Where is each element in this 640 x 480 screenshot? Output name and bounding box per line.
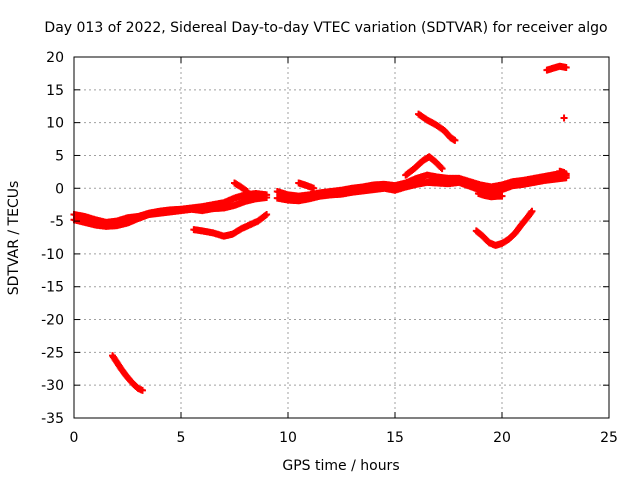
y-tick-label: -20 (41, 313, 64, 329)
series-top-22-23h (543, 62, 570, 74)
series-jump-7h (231, 179, 251, 196)
data-point (437, 163, 445, 171)
data-point (562, 64, 570, 72)
x-tick-label: 5 (177, 430, 186, 446)
series-jump-10.5h (295, 179, 318, 192)
series-dip-19.5h (474, 190, 506, 201)
x-axis-label: GPS time / hours (282, 458, 399, 474)
y-tick-label: 5 (55, 148, 64, 164)
series-tail-23h (556, 167, 570, 180)
series-fall-2-3h (109, 352, 146, 394)
data-point (263, 211, 271, 219)
chart-title: Day 013 of 2022, Sidereal Day-to-day VTE… (44, 20, 607, 36)
x-axis-ticks: 0 5 10 15 20 25 (70, 57, 618, 446)
series-hump-16h (402, 153, 446, 179)
y-tick-label: -30 (41, 378, 64, 394)
y-tick-label: -10 (41, 247, 64, 263)
data-point (562, 172, 570, 180)
y-tick-label: 10 (46, 116, 64, 132)
series-arc-19-21h (472, 207, 536, 249)
series-fall-16-18h (415, 110, 459, 144)
y-tick-label: 0 (55, 181, 64, 197)
series-arc-6-9h (190, 211, 271, 240)
y-tick-label: -25 (41, 345, 64, 361)
series-isolated-23h (560, 114, 568, 122)
data-point (263, 193, 271, 201)
data-point (438, 165, 446, 173)
x-tick-label: 0 (70, 430, 79, 446)
data-point (138, 386, 146, 394)
series-main-track-a (70, 190, 271, 226)
y-tick-label: -5 (50, 214, 64, 230)
data-point (528, 207, 536, 215)
y-tick-label: -15 (41, 280, 64, 296)
x-tick-label: 25 (600, 430, 618, 446)
data-point (560, 114, 568, 122)
data-points (70, 62, 570, 394)
x-tick-label: 20 (493, 430, 511, 446)
data-point (310, 184, 318, 192)
data-point (498, 192, 506, 200)
grid-lines (74, 57, 609, 418)
y-tick-label: 20 (46, 50, 64, 66)
y-tick-label: -35 (41, 411, 64, 427)
y-axis-label: SDTVAR / TECUs (6, 181, 22, 296)
x-tick-label: 10 (279, 430, 297, 446)
series-main-track-a-lower (70, 193, 271, 230)
y-axis-ticks: 20 15 10 5 0 -5 -10 -15 -20 -25 -30 -35 (41, 50, 609, 427)
y-tick-label: 15 (46, 83, 64, 99)
data-point (451, 136, 459, 144)
x-tick-label: 15 (386, 430, 404, 446)
data-point (243, 188, 251, 196)
plot-frame (73, 56, 610, 419)
